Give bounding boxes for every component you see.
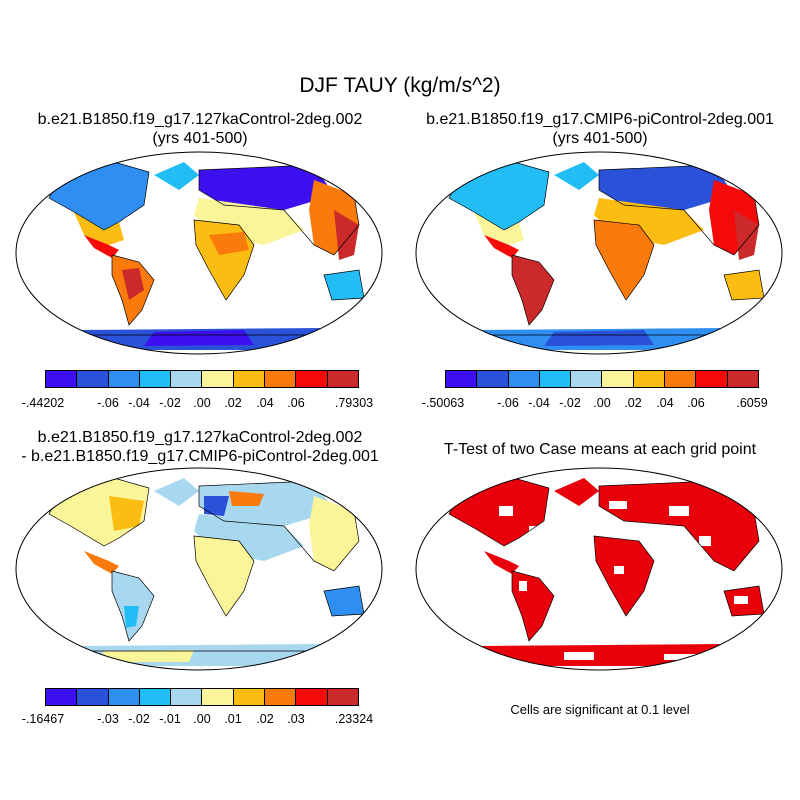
- panel3-title-line1: b.e21.B1850.f19_g17.127kaControl-2deg.00…: [37, 429, 363, 446]
- colorbar-swatch: [508, 371, 540, 387]
- colorbar-swatch: [265, 689, 297, 705]
- panel2-title-line2: (yrs 401-500): [552, 130, 648, 147]
- panel4-note: Cells are significant at 0.1 level: [510, 702, 690, 717]
- panel3-shading: [49, 478, 364, 666]
- colorbar-swatch: [571, 371, 603, 387]
- colorbar3-label: -.03: [97, 712, 119, 726]
- panel4-significance-cells: [449, 478, 764, 666]
- colorbar-swatch: [296, 371, 328, 387]
- panel1-title: b.e21.B1850.f19_g17.127kaControl-2deg.00…: [0, 110, 400, 148]
- panel1-title-line1: b.e21.B1850.f19_g17.127kaControl-2deg.00…: [37, 111, 363, 128]
- colorbar-swatch: [696, 371, 728, 387]
- colorbar-swatch: [265, 371, 297, 387]
- colorbar2-label: -.04: [528, 396, 550, 410]
- colorbar1-label: .06: [287, 396, 305, 410]
- colorbar3-label: .02: [256, 712, 274, 726]
- panel2-map-border: [415, 151, 783, 355]
- colorbar1-label: -.02: [159, 396, 181, 410]
- colorbar-swatch: [108, 371, 140, 387]
- colorbar3-label: .03: [287, 712, 305, 726]
- colorbar-swatch: [727, 371, 758, 387]
- colorbar1-label: -.04: [128, 396, 150, 410]
- colorbar-swatch: [139, 689, 172, 705]
- colorbar-swatch: [202, 689, 234, 705]
- colorbar1-label: .00: [193, 396, 211, 410]
- panel1-shading: [49, 162, 364, 350]
- colorbar-swatch: [477, 371, 509, 387]
- colorbar-swatch: [202, 371, 234, 387]
- colorbar-swatch: [233, 689, 266, 705]
- colorbar2-label: .00: [593, 396, 611, 410]
- colorbar3-label: -.16467: [21, 712, 65, 726]
- panel2-title: b.e21.B1850.f19_g17.CMIP6-piControl-2deg…: [400, 110, 800, 148]
- colorbar-swatch: [139, 371, 172, 387]
- colorbar2-label: .6059: [736, 396, 768, 410]
- panel2-map: [415, 151, 783, 355]
- colorbar-swatch: [446, 371, 478, 387]
- colorbar1-label: .04: [256, 396, 274, 410]
- colorbar-swatch: [633, 371, 666, 387]
- panel4-nonsignificant-cells: [499, 501, 748, 660]
- colorbar-swatch: [665, 371, 697, 387]
- colorbar1: [45, 370, 359, 388]
- panel4-map: [415, 467, 783, 671]
- colorbar3-label: .00: [193, 712, 211, 726]
- colorbar-swatch: [171, 689, 203, 705]
- colorbar-swatch: [327, 371, 358, 387]
- panel4-title: T-Test of two Case means at each grid po…: [443, 441, 757, 458]
- colorbar2-label: .04: [656, 396, 674, 410]
- colorbar-swatch: [327, 689, 358, 705]
- colorbar-swatch: [77, 371, 109, 387]
- panel1-map-border: [15, 151, 383, 355]
- colorbar-swatch: [171, 371, 203, 387]
- panel1-map: [15, 151, 383, 355]
- colorbar-swatch: [602, 371, 634, 387]
- colorbar1-label: -.44202: [21, 396, 65, 410]
- colorbar2-label: .06: [687, 396, 705, 410]
- colorbar1-label: .79303: [334, 396, 374, 410]
- main-title: DJF TAUY (kg/m/s^2): [299, 74, 501, 97]
- colorbar2-label: -.02: [559, 396, 581, 410]
- colorbar-swatch: [77, 689, 109, 705]
- colorbar1-label: .02: [224, 396, 242, 410]
- colorbar-swatch: [233, 371, 266, 387]
- colorbar-swatch: [46, 689, 78, 705]
- colorbar1-label: -.06: [97, 396, 119, 410]
- panel3-map-border: [15, 467, 383, 671]
- colorbar3-label: -.01: [159, 712, 181, 726]
- colorbar2-label: -.50063: [421, 396, 465, 410]
- colorbar-swatch: [108, 689, 140, 705]
- panel2-shading: [449, 162, 764, 350]
- colorbar-swatch: [296, 689, 328, 705]
- colorbar3: [45, 688, 359, 706]
- panel1-title-line2: (yrs 401-500): [152, 130, 248, 147]
- panel3-title-line2: - b.e21.B1850.f19_g17.CMIP6-piControl-2d…: [21, 448, 379, 465]
- panel2-title-line1: b.e21.B1850.f19_g17.CMIP6-piControl-2deg…: [426, 111, 774, 128]
- panel3-title: b.e21.B1850.f19_g17.127kaControl-2deg.00…: [0, 428, 400, 466]
- colorbar-swatch: [539, 371, 572, 387]
- colorbar3-label: .23324: [334, 712, 374, 726]
- colorbar3-label: .01: [224, 712, 242, 726]
- panel3-map: [15, 467, 383, 671]
- colorbar2: [445, 370, 759, 388]
- colorbar-swatch: [46, 371, 78, 387]
- colorbar3-label: -.02: [128, 712, 150, 726]
- panel4-map-border: [415, 467, 783, 671]
- colorbar2-label: -.06: [497, 396, 519, 410]
- colorbar2-label: .02: [624, 396, 642, 410]
